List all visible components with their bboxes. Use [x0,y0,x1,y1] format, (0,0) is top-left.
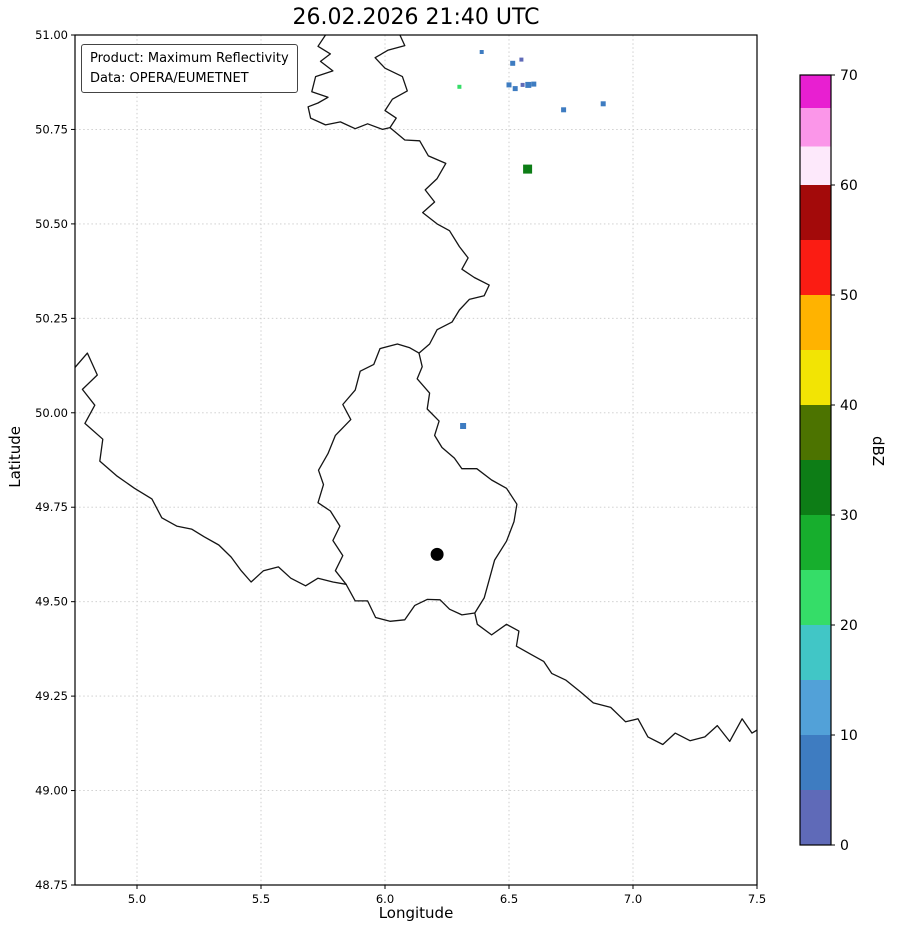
y-tick-label: 48.75 [35,878,68,892]
radar-echo [512,86,518,92]
colorbar-segment [800,790,831,845]
x-tick-label: 5.5 [252,892,270,906]
colorbar-tick-label: 40 [840,398,858,414]
colorbar-tick-label: 0 [840,838,849,854]
radar-echo [561,107,567,113]
radar-echo [531,81,537,87]
colorbar-segment [800,240,831,295]
radar-echo [523,164,533,174]
colorbar-segment [800,350,831,405]
axes-frame [74,34,758,886]
radar-echo [479,50,484,54]
country-border-lu-fr [345,583,476,622]
radar-echo [506,82,512,88]
info-box-product-line: Product: Maximum Reflectivity [90,51,289,66]
colorbar-tick-label: 50 [840,288,858,304]
y-tick-label: 50.00 [35,406,68,420]
x-tick-label: 7.0 [624,892,642,906]
colorbar-segment [800,460,831,515]
country-border-fr-de [474,612,757,746]
country-border-be-de [389,126,490,354]
colorbar-tick-label: 70 [840,68,858,84]
radar-echo [519,57,524,62]
radar-echo [600,101,606,107]
country-border-nl-de [374,35,408,129]
y-tick-label: 49.50 [35,595,68,609]
colorbar-segment [800,295,831,350]
country-border-lu-de [416,352,518,614]
colorbar-tick-label: 60 [840,178,858,194]
radar-echo [460,423,467,429]
colorbar-segment [800,735,831,790]
x-tick-label: 5.0 [128,892,146,906]
y-tick-label: 50.25 [35,311,68,325]
colorbar-tick-label: 10 [840,728,858,744]
colorbar-tick-label: 30 [840,508,858,524]
colorbar-segment [800,570,831,625]
colorbar-frame [799,74,832,846]
country-border-be-lu [317,343,420,585]
y-tick-label: 49.75 [35,500,68,514]
map-layer [75,35,757,885]
colorbar-segment [800,515,831,570]
radar-echo [520,82,525,87]
colorbar-segment [800,405,831,460]
figure-title: 26.02.2026 21:40 UTC [292,5,540,30]
radar-echo [457,84,462,89]
info-box-data-line: Data: OPERA/EUMETNET [90,70,249,86]
radar-echo [510,60,516,66]
radar-echo [525,81,532,88]
colorbar-segment [800,625,831,680]
colorbar-tick-label: 20 [840,618,858,634]
colorbar-label: dBZ [869,436,887,467]
colorbar-segment [800,108,831,147]
colorbar-segment [800,680,831,735]
country-border-be-fr [75,352,347,587]
radar-site-marker [430,547,444,561]
colorbar-segment [800,75,831,108]
x-tick-label: 7.5 [748,892,766,906]
x-tick-label: 6.5 [500,892,518,906]
y-tick-label: 51.00 [35,28,68,42]
x-axis-label: Longitude [378,904,454,922]
x-tick-label: 6.0 [376,892,394,906]
country-border-be-nl-meuse [307,35,391,131]
info-box: Product: Maximum Reflectivity Data: OPER… [81,44,298,93]
colorbar-segment [800,185,831,240]
y-axis-label: Latitude [6,426,24,488]
y-tick-label: 49.00 [35,784,68,798]
y-tick-label: 50.75 [35,122,68,136]
colorbar-segment [800,146,831,185]
y-tick-label: 50.50 [35,217,68,231]
y-tick-label: 49.25 [35,689,68,703]
